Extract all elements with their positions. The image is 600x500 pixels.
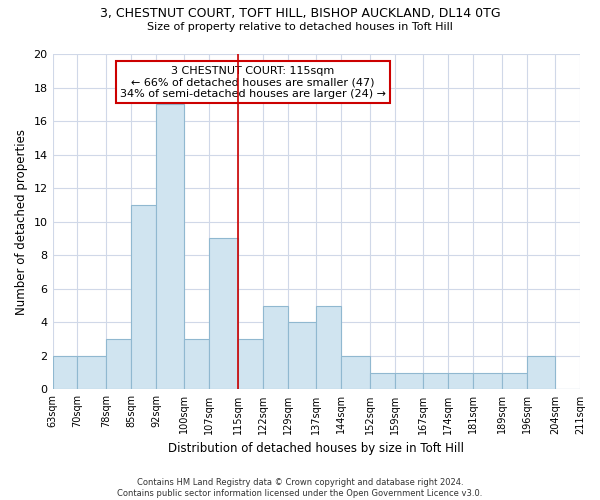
Bar	[131, 205, 156, 390]
Bar	[448, 372, 473, 390]
Bar	[370, 372, 395, 390]
Bar	[184, 339, 209, 390]
Bar	[156, 104, 184, 390]
Bar	[288, 322, 316, 390]
Bar	[473, 372, 502, 390]
Bar	[263, 306, 288, 390]
Bar	[77, 356, 106, 390]
Bar	[423, 372, 448, 390]
Text: 3, CHESTNUT COURT, TOFT HILL, BISHOP AUCKLAND, DL14 0TG: 3, CHESTNUT COURT, TOFT HILL, BISHOP AUC…	[100, 8, 500, 20]
Bar	[209, 238, 238, 390]
Text: Size of property relative to detached houses in Toft Hill: Size of property relative to detached ho…	[147, 22, 453, 32]
Y-axis label: Number of detached properties: Number of detached properties	[15, 128, 28, 314]
Bar	[53, 356, 77, 390]
Bar	[527, 356, 555, 390]
Bar	[341, 356, 370, 390]
Bar	[106, 339, 131, 390]
X-axis label: Distribution of detached houses by size in Toft Hill: Distribution of detached houses by size …	[168, 442, 464, 455]
Bar	[395, 372, 423, 390]
Text: 3 CHESTNUT COURT: 115sqm
← 66% of detached houses are smaller (47)
34% of semi-d: 3 CHESTNUT COURT: 115sqm ← 66% of detach…	[120, 66, 386, 99]
Bar	[502, 372, 527, 390]
Bar	[316, 306, 341, 390]
Text: Contains HM Land Registry data © Crown copyright and database right 2024.
Contai: Contains HM Land Registry data © Crown c…	[118, 478, 482, 498]
Bar	[238, 339, 263, 390]
